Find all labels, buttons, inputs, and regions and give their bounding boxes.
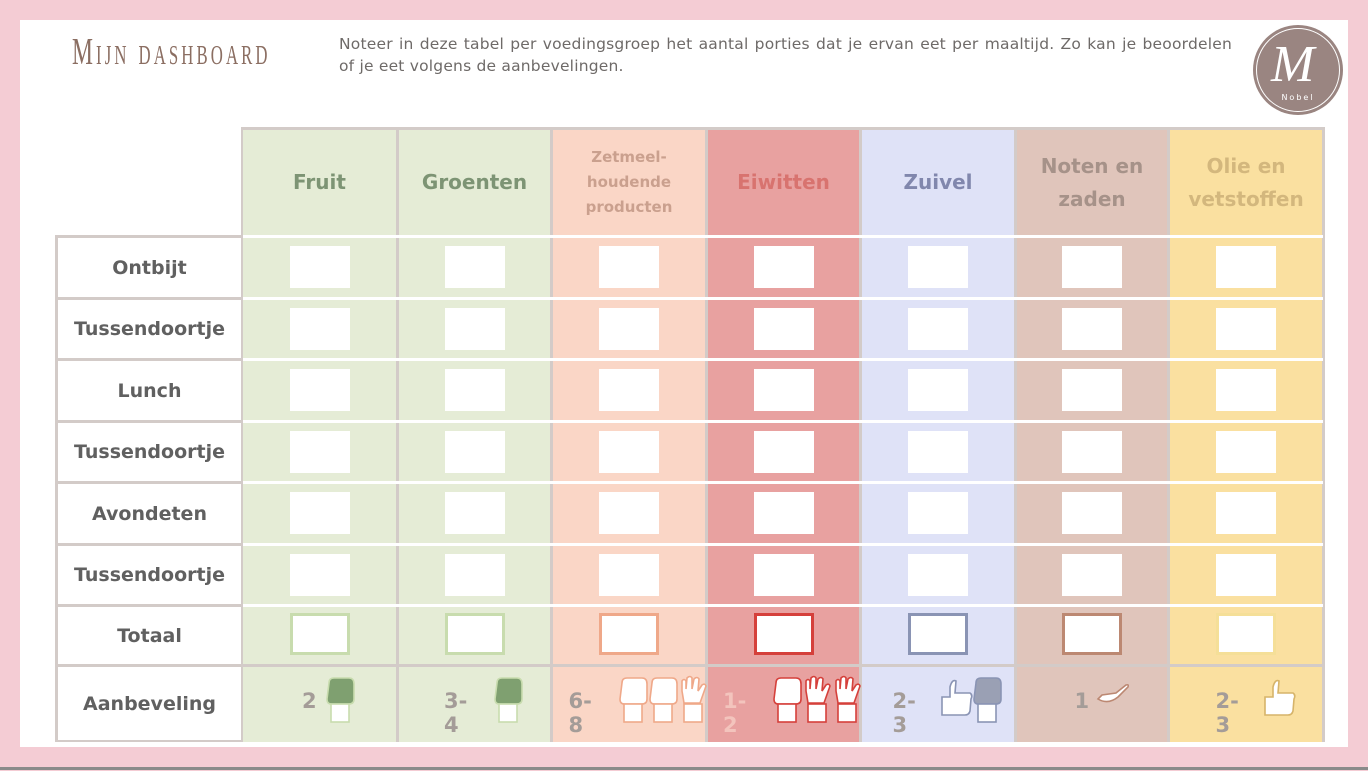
column-header-4: Eiwitten — [737, 170, 830, 194]
portion-input-1-1[interactable] — [289, 246, 350, 288]
portion-input-2-1[interactable] — [444, 246, 505, 288]
recommendation-value-5: 2-3 — [892, 689, 916, 737]
fist-hand-icon — [616, 675, 650, 729]
fist-hand-icon — [646, 675, 680, 729]
portion-input-2-2[interactable] — [444, 308, 505, 350]
intro-text: Noteer in deze tabel per voedingsgroep h… — [339, 35, 1232, 75]
portion-input-7-3[interactable] — [1216, 369, 1276, 411]
column-header-6: Noten en zaden — [1040, 153, 1144, 211]
column-header-5: Zuivel — [903, 170, 973, 194]
total-input-4[interactable] — [753, 613, 814, 655]
portion-input-5-4[interactable] — [908, 431, 968, 473]
recommendation-value-3: 6-8 — [568, 689, 592, 737]
portion-input-4-6[interactable] — [753, 554, 814, 596]
portion-input-7-2[interactable] — [1216, 308, 1276, 350]
total-input-7[interactable] — [1216, 613, 1276, 655]
portion-input-7-5[interactable] — [1216, 492, 1276, 534]
row-divider — [243, 543, 1323, 546]
portion-input-5-1[interactable] — [908, 246, 968, 288]
portion-input-3-2[interactable] — [599, 308, 659, 350]
portion-input-1-2[interactable] — [289, 308, 350, 350]
portion-input-3-1[interactable] — [599, 246, 659, 288]
portion-input-2-3[interactable] — [444, 369, 505, 411]
portion-input-1-6[interactable] — [289, 554, 350, 596]
row-label-4: Tussendoortje — [58, 423, 241, 481]
logo-letter: M — [1271, 36, 1315, 93]
row-label-1: Ontbijt — [58, 238, 241, 297]
portion-input-4-4[interactable] — [753, 431, 814, 473]
total-input-2[interactable] — [444, 613, 505, 655]
recommendation-value-6: 1 — [1074, 689, 1090, 713]
column-header-3: Zetmeel- houdende producten — [585, 148, 673, 216]
column-header-1: Fruit — [293, 170, 346, 194]
open-hand-icon — [676, 675, 710, 729]
row-divider — [243, 481, 1323, 484]
portion-input-3-3[interactable] — [599, 369, 659, 411]
portion-input-2-5[interactable] — [444, 492, 505, 534]
portion-input-7-6[interactable] — [1216, 554, 1276, 596]
row-divider — [243, 235, 1323, 238]
portion-input-2-6[interactable] — [444, 554, 505, 596]
row-label-8: Aanbeveling — [58, 667, 241, 740]
portion-input-7-1[interactable] — [1216, 246, 1276, 288]
portion-input-3-6[interactable] — [599, 554, 659, 596]
portion-input-1-5[interactable] — [289, 492, 350, 534]
portion-input-5-3[interactable] — [908, 369, 968, 411]
cup-hand-icon — [1096, 675, 1130, 729]
open-hand-icon — [800, 675, 834, 729]
portion-input-7-4[interactable] — [1216, 431, 1276, 473]
row-label-5: Avondeten — [58, 484, 241, 543]
total-input-3[interactable] — [599, 613, 659, 655]
open-hand-icon — [830, 675, 864, 729]
column-header-7: Olie en vetstoffen — [1188, 153, 1304, 211]
portion-input-1-3[interactable] — [289, 369, 350, 411]
portion-input-2-4[interactable] — [444, 431, 505, 473]
row-label-3: Lunch — [58, 361, 241, 420]
row-label-6: Tussendoortje — [58, 546, 241, 604]
thumb-hand-icon — [1263, 675, 1297, 729]
portion-input-6-5[interactable] — [1062, 492, 1122, 534]
portion-input-6-4[interactable] — [1062, 431, 1122, 473]
row-divider — [243, 297, 1323, 300]
portion-input-6-3[interactable] — [1062, 369, 1122, 411]
row-divider — [243, 358, 1323, 361]
fist-hand-icon — [970, 675, 1004, 729]
portion-input-5-5[interactable] — [908, 492, 968, 534]
portion-input-5-6[interactable] — [908, 554, 968, 596]
row-divider — [243, 420, 1323, 423]
row-label-2: Tussendoortje — [58, 300, 241, 358]
portion-input-1-4[interactable] — [289, 431, 350, 473]
bottom-divider — [0, 767, 1368, 770]
portion-input-3-4[interactable] — [599, 431, 659, 473]
portion-input-6-6[interactable] — [1062, 554, 1122, 596]
total-input-1[interactable] — [289, 613, 350, 655]
recommendation-value-1: 2 — [302, 689, 317, 713]
portion-input-4-2[interactable] — [753, 308, 814, 350]
fist-hand-icon — [323, 675, 357, 729]
portion-input-5-2[interactable] — [908, 308, 968, 350]
recommendation-value-4: 1-2 — [723, 689, 747, 737]
row-divider — [243, 604, 1323, 607]
fist-hand-icon — [770, 675, 804, 729]
column-header-2: Groenten — [421, 170, 528, 194]
logo-subtitle: Nobel — [1281, 93, 1315, 102]
portion-input-4-3[interactable] — [753, 369, 814, 411]
row-divider — [243, 664, 1323, 667]
portion-input-4-5[interactable] — [753, 492, 814, 534]
brand-logo: M Nobel — [1253, 25, 1343, 115]
portion-input-4-1[interactable] — [753, 246, 814, 288]
row-label-7: Totaal — [58, 607, 241, 664]
portion-input-6-1[interactable] — [1062, 246, 1122, 288]
total-input-5[interactable] — [908, 613, 968, 655]
recommendation-value-2: 3-4 — [444, 689, 468, 737]
portion-input-3-5[interactable] — [599, 492, 659, 534]
portion-input-6-2[interactable] — [1062, 308, 1122, 350]
page-title: Mijn dashboard — [72, 31, 271, 73]
recommendation-value-7: 2-3 — [1215, 689, 1239, 737]
total-input-6[interactable] — [1062, 613, 1122, 655]
thumb-hand-icon — [940, 675, 974, 729]
fist-hand-icon — [491, 675, 525, 729]
